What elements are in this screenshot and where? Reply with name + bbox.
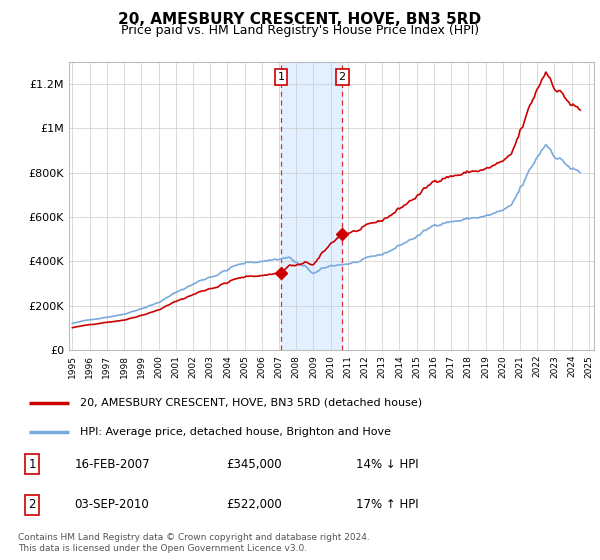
Text: 2: 2 [338,72,346,82]
Text: 20, AMESBURY CRESCENT, HOVE, BN3 5RD (detached house): 20, AMESBURY CRESCENT, HOVE, BN3 5RD (de… [80,398,422,408]
Text: £345,000: £345,000 [227,458,283,471]
Text: 1: 1 [278,72,284,82]
Text: £522,000: £522,000 [227,498,283,511]
Text: 20, AMESBURY CRESCENT, HOVE, BN3 5RD: 20, AMESBURY CRESCENT, HOVE, BN3 5RD [118,12,482,27]
Text: 1: 1 [28,458,36,471]
Text: 17% ↑ HPI: 17% ↑ HPI [356,498,419,511]
Text: Price paid vs. HM Land Registry's House Price Index (HPI): Price paid vs. HM Land Registry's House … [121,24,479,36]
Bar [281,62,342,350]
Text: HPI: Average price, detached house, Brighton and Hove: HPI: Average price, detached house, Brig… [80,427,391,437]
Text: Contains HM Land Registry data © Crown copyright and database right 2024.
This d: Contains HM Land Registry data © Crown c… [18,533,370,553]
Text: 14% ↓ HPI: 14% ↓ HPI [356,458,419,471]
Text: 03-SEP-2010: 03-SEP-2010 [74,498,149,511]
Text: 16-FEB-2007: 16-FEB-2007 [74,458,150,471]
Text: 2: 2 [28,498,36,511]
